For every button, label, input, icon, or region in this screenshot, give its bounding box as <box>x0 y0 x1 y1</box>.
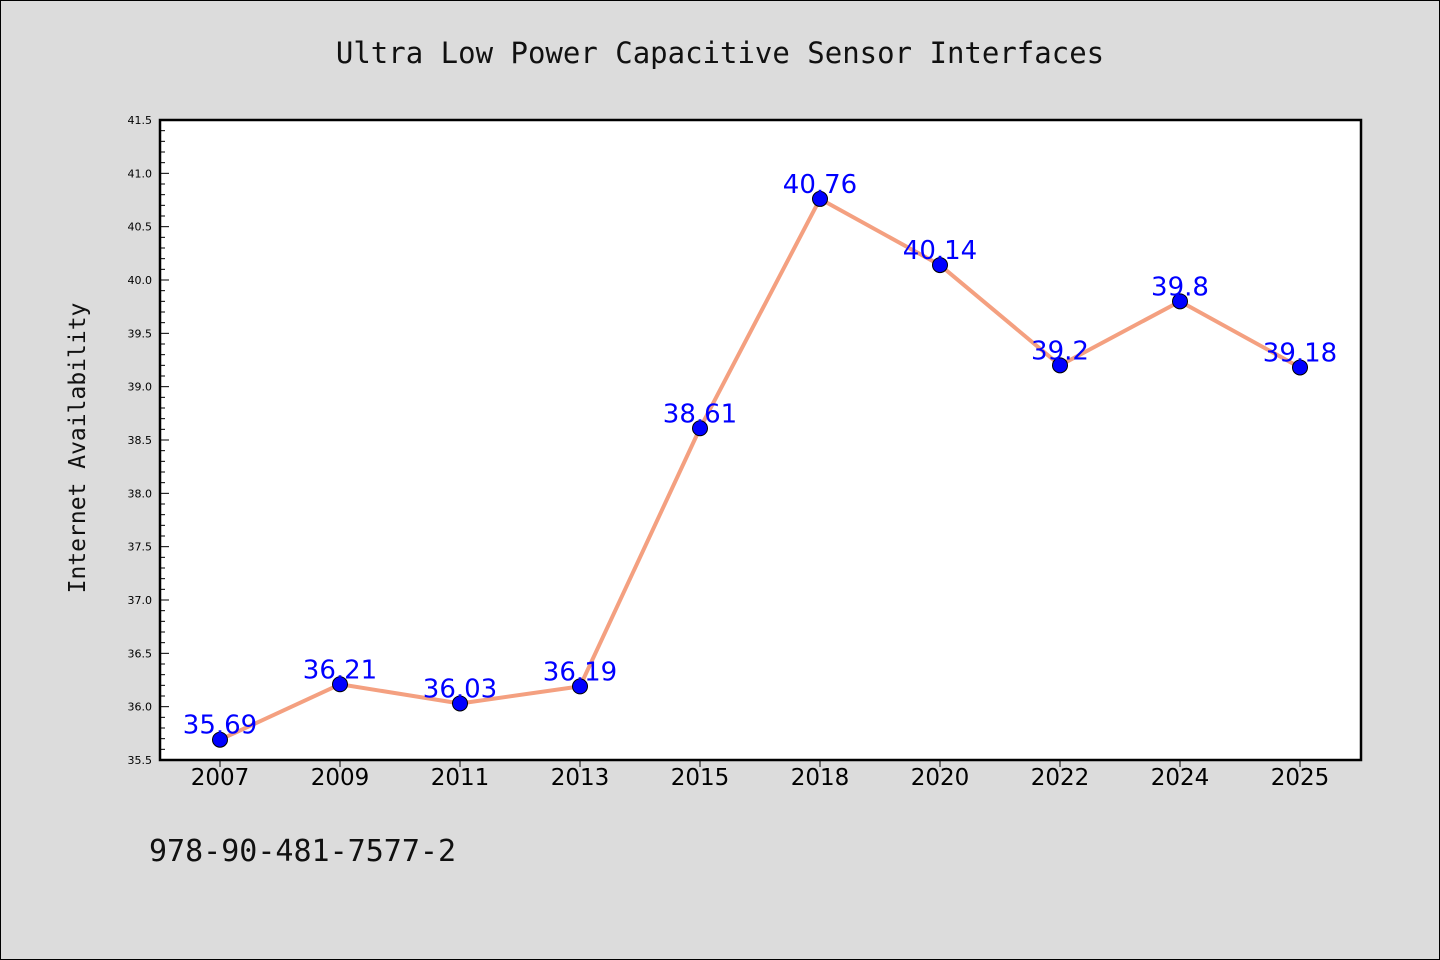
y-axis-label: Internet Availability <box>65 303 91 594</box>
data-point <box>1172 293 1188 310</box>
y-tick-label: 38.0 <box>128 487 153 500</box>
data-point <box>572 678 588 695</box>
x-tick-label: 2022 <box>1031 765 1090 791</box>
y-tick-label: 40.0 <box>128 274 153 287</box>
x-tick-label: 2024 <box>1151 765 1210 791</box>
x-tick-label: 2015 <box>671 765 730 791</box>
y-tick-label: 37.0 <box>128 594 153 607</box>
plot-frame <box>158 118 1363 762</box>
isbn-footnote: 978-90-481-7577-2 <box>149 834 457 869</box>
data-point <box>812 190 828 207</box>
data-label: 39.8 <box>1151 272 1209 302</box>
y-tick-label: 36.5 <box>128 647 153 660</box>
data-point <box>692 420 708 437</box>
plot-area <box>160 120 1361 760</box>
y-tick-label: 38.5 <box>128 434 153 447</box>
y-tick-label: 37.5 <box>128 541 153 554</box>
y-tick-label: 41.5 <box>128 114 153 127</box>
data-label: 38.61 <box>663 399 737 429</box>
y-axis: 35.5 36.0 36.5 37.0 37.5 38.0 38.5 39.0 39.5 40.0… <box>128 114 169 767</box>
data-point <box>332 676 348 693</box>
data-label: 36.19 <box>543 657 617 687</box>
data-point <box>932 257 948 274</box>
x-tick-label: 2011 <box>431 765 490 791</box>
y-tick-label: 41.0 <box>128 167 153 180</box>
x-axis: 2007 2009 2011 2013 2015 2018 2020 2022 2024 2025 <box>191 760 1330 791</box>
x-tick-label: 2020 <box>911 765 970 791</box>
x-tick-label: 2007 <box>191 765 250 791</box>
x-tick-label: 2025 <box>1271 765 1330 791</box>
data-label: 40.14 <box>903 236 977 266</box>
y-tick-label: 39.0 <box>128 381 153 394</box>
data-label: 39.2 <box>1031 336 1089 366</box>
x-tick-label: 2009 <box>311 765 370 791</box>
data-point <box>212 731 228 748</box>
x-tick-label: 2013 <box>551 765 610 791</box>
chart-title: Ultra Low Power Capacitive Sensor Interf… <box>336 36 1104 70</box>
data-label: 36.03 <box>423 674 497 704</box>
series-layer: 35.69 36.21 36.03 36.19 38.61 40.76 40.14 39.2 3… <box>183 170 1337 748</box>
data-point <box>452 695 468 712</box>
data-point <box>1052 357 1068 374</box>
data-label: 35.69 <box>183 711 257 741</box>
data-point <box>1292 359 1308 376</box>
y-tick-label: 35.5 <box>128 754 153 767</box>
data-label: 39.18 <box>1263 338 1337 368</box>
data-label: 40.76 <box>783 170 857 200</box>
y-tick-label: 39.5 <box>128 327 153 340</box>
x-tick-label: 2018 <box>791 765 850 791</box>
data-label: 36.21 <box>303 655 377 685</box>
y-tick-label: 36.0 <box>128 701 153 714</box>
y-tick-label: 40.5 <box>128 221 153 234</box>
series-line <box>218 196 1302 742</box>
